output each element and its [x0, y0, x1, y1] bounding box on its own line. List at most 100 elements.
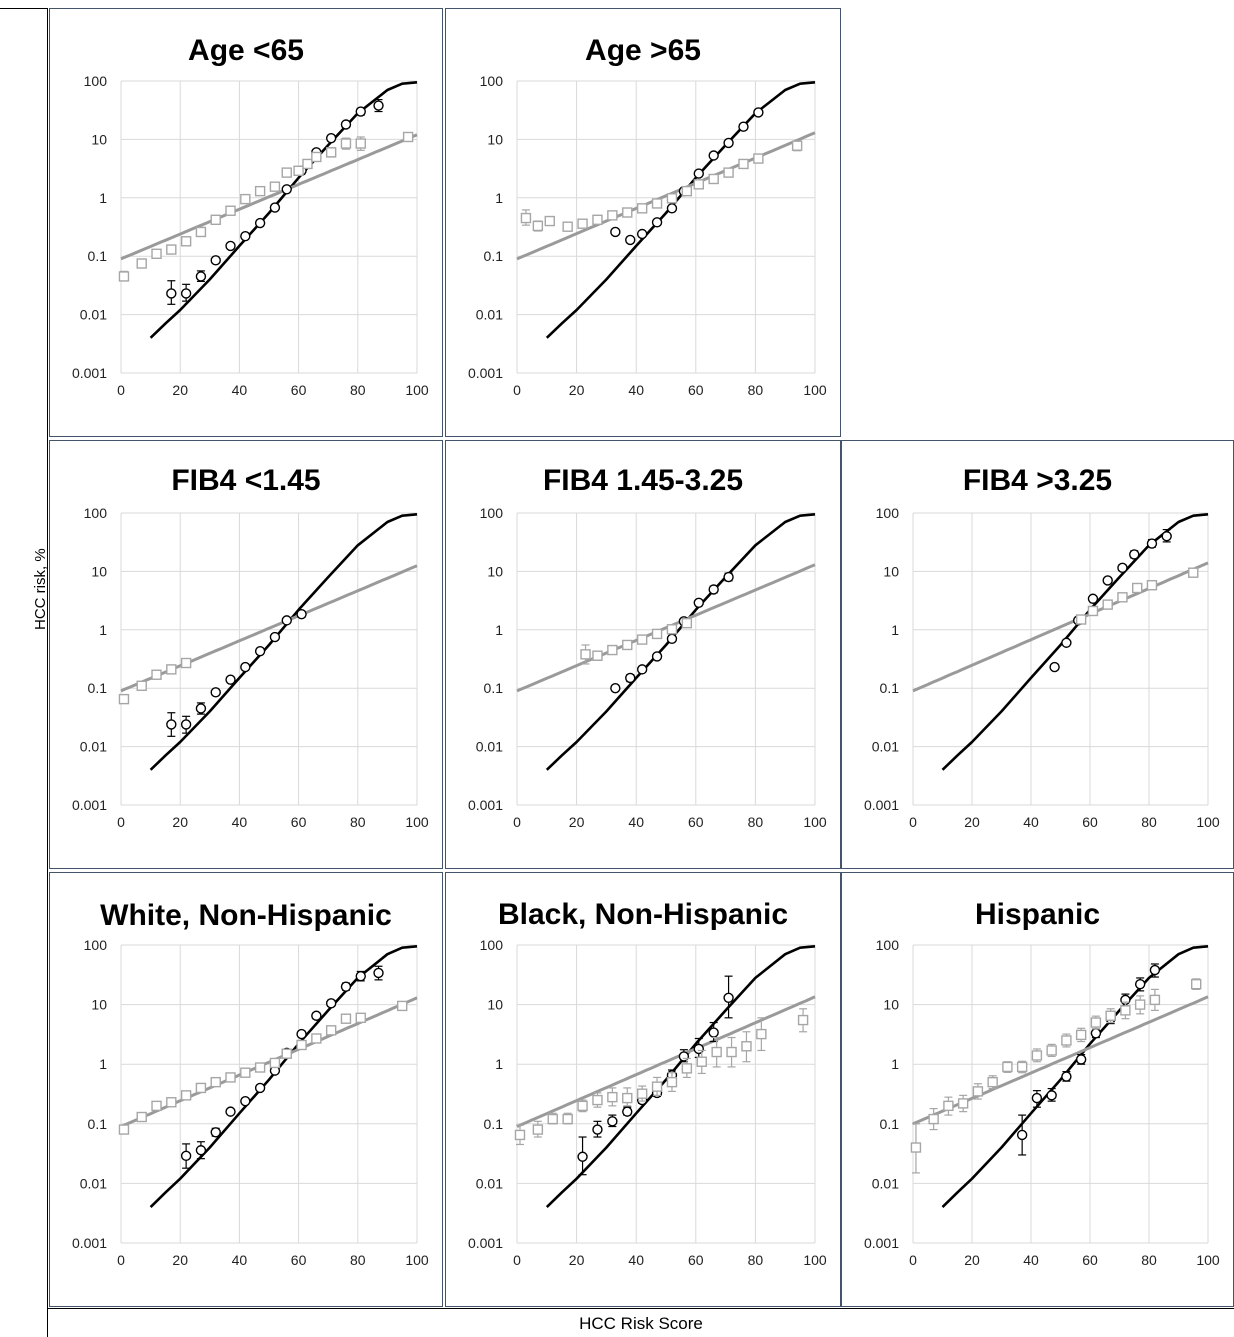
observed-point-square	[577, 218, 588, 229]
observed-point-square	[1134, 999, 1146, 1010]
observed-point-square	[791, 140, 803, 151]
observed-point-circle	[666, 203, 678, 214]
observed-point-square	[118, 271, 130, 282]
observed-point-circle	[355, 970, 366, 982]
observed-point-square	[240, 1067, 251, 1078]
observed-point-square	[666, 1076, 678, 1088]
observed-point-square	[532, 1124, 544, 1135]
observed-point-circle	[180, 719, 192, 730]
x-tick-label: 0	[513, 1252, 521, 1268]
observed-point-circle	[693, 1043, 704, 1055]
y-tick-label: 1	[99, 190, 107, 206]
chart-svg: 0 20 40 60 80 100 100 10 1 0.1 0.01 0.001	[468, 73, 827, 398]
observed-point-square	[972, 1086, 984, 1097]
observed-point-square	[269, 181, 281, 192]
observed-point-square	[281, 1048, 292, 1059]
observed-point-square	[195, 226, 207, 238]
y-tick-label: 100	[84, 73, 108, 89]
observed-point-circle	[240, 1095, 251, 1107]
observed-point-square	[651, 1081, 663, 1092]
observed-point-circle	[240, 231, 251, 242]
x-tick-label: 60	[291, 1252, 307, 1268]
x-tick-label: 60	[291, 382, 307, 398]
x-tick-label: 60	[688, 1252, 704, 1268]
x-tick-label: 40	[628, 382, 644, 398]
y-tick-label: 0.01	[80, 307, 107, 323]
x-tick-label: 60	[291, 814, 307, 830]
observed-point-square	[240, 193, 251, 205]
observed-point-circle	[625, 672, 636, 684]
y-tick-label: 0.001	[468, 797, 503, 813]
observed-point-circle	[225, 1106, 236, 1117]
observed-point-circle	[325, 132, 337, 144]
observed-point-square	[532, 220, 544, 232]
observed-point-circle	[269, 631, 281, 643]
y-tick-label: 1	[99, 622, 107, 638]
observed-point-square	[311, 1033, 322, 1044]
observed-point-circle	[296, 608, 307, 620]
figure-left-frame	[0, 8, 48, 1337]
observed-point-square	[151, 1100, 162, 1112]
observed-point-square	[666, 193, 678, 204]
x-tick-label: 20	[964, 814, 980, 830]
x-tick-label: 20	[172, 1252, 188, 1268]
observed-point-circle	[225, 240, 236, 252]
observed-point-circle	[180, 1150, 192, 1162]
observed-point-square	[1102, 599, 1113, 610]
observed-point-square	[592, 214, 603, 226]
observed-point-square	[708, 173, 719, 185]
observed-point-square	[1120, 1005, 1131, 1016]
observed-point-square	[311, 151, 322, 163]
observed-point-circle	[325, 998, 337, 1009]
x-tick-label: 100	[405, 382, 429, 398]
y-tick-label: 0.1	[88, 1116, 108, 1132]
observed-point-square	[1090, 1017, 1102, 1028]
observed-point-square	[210, 1076, 221, 1088]
panel-white-non-hispanic: White, Non-Hispanic 0 20 40 60 80 100 100 10 1 0.…	[49, 872, 443, 1307]
observed-point-square	[225, 1072, 236, 1083]
x-tick-label: 20	[569, 1252, 585, 1268]
chart-svg: 0 20 40 60 80 100 100 10 1 0.1 0.01 0.001	[72, 505, 429, 830]
observed-point-circle	[693, 168, 704, 179]
y-tick-label: 100	[84, 937, 108, 953]
y-tick-label: 10	[487, 997, 503, 1013]
x-tick-label: 40	[628, 814, 644, 830]
x-tick-label: 40	[1023, 814, 1039, 830]
panel-title: FIB4 >3.25	[962, 464, 1113, 497]
observed-point-square	[210, 214, 221, 226]
y-tick-label: 0.1	[484, 248, 504, 264]
observed-point-circle	[651, 217, 663, 228]
observed-point-circle	[708, 1027, 719, 1038]
observed-point-circle	[296, 1028, 307, 1040]
y-tick-label: 0.001	[72, 365, 107, 381]
y-tick-label: 10	[883, 563, 899, 579]
observed-point-circle	[1087, 593, 1099, 604]
observed-point-circle	[1149, 964, 1161, 976]
y-tick-label: 0.01	[872, 1175, 899, 1191]
observed-point-square	[592, 1094, 603, 1106]
observed-point-square	[636, 634, 648, 645]
predicted-curve-dark	[149, 81, 418, 339]
observed-point-circle	[708, 584, 719, 595]
observed-point-square	[681, 1063, 693, 1074]
observed-point-circle	[723, 137, 734, 149]
y-tick-label: 10	[91, 997, 107, 1013]
x-tick-label: 20	[172, 382, 188, 398]
observed-point-circle	[210, 1127, 221, 1138]
observed-point-square	[1105, 1010, 1116, 1021]
observed-point-circle	[610, 682, 621, 694]
x-tick-label: 60	[1082, 814, 1098, 830]
observed-point-square	[180, 1090, 192, 1101]
x-tick-label: 80	[748, 1252, 764, 1268]
observed-point-circle	[210, 255, 221, 266]
predicted-curve-dark	[149, 513, 418, 771]
x-axis-label-box: HCC Risk Score	[48, 1308, 1234, 1337]
observed-point-circle	[610, 226, 621, 238]
observed-point-square	[681, 617, 693, 629]
observed-point-circle	[636, 228, 648, 240]
predicted-curve-dark	[545, 945, 816, 1209]
observed-point-square	[136, 680, 147, 691]
observed-point-square	[254, 1062, 266, 1073]
x-tick-label: 40	[232, 814, 248, 830]
observed-point-circle	[1049, 661, 1060, 673]
